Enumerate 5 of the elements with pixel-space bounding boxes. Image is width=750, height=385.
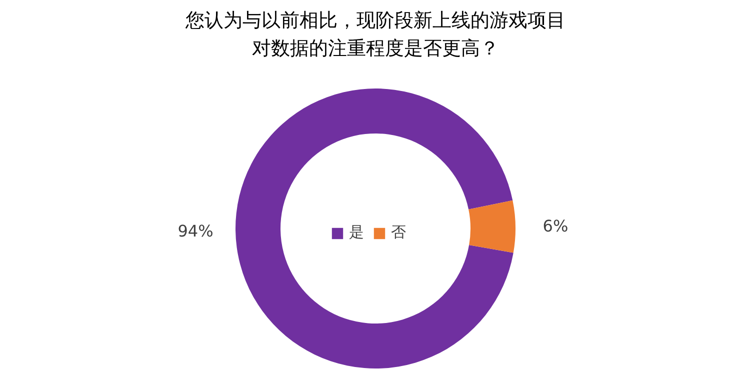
data-label: 6% (542, 216, 568, 236)
legend-label: 是 (349, 223, 365, 242)
data-label: 94% (178, 222, 214, 241)
legend-label: 否 (391, 223, 407, 242)
chart-title: 您认为与以前相比，现阶段新上线的游戏项目对数据的注重程度是否更高？ (184, 10, 566, 60)
